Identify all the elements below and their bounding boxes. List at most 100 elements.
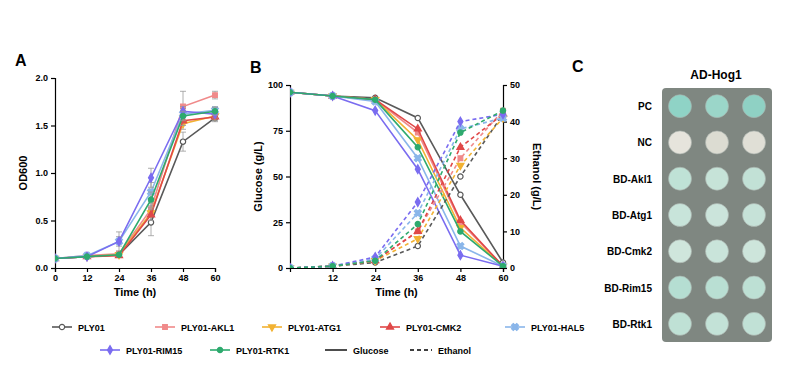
error-bar-cap bbox=[148, 207, 154, 208]
point bbox=[501, 108, 506, 113]
x-axis: 01224364860 bbox=[53, 268, 221, 283]
error-bar-cap bbox=[212, 98, 218, 99]
series bbox=[55, 107, 218, 263]
series bbox=[55, 112, 219, 262]
series bbox=[290, 108, 505, 268]
tick: 48 bbox=[456, 268, 466, 283]
point bbox=[458, 156, 463, 161]
series bbox=[55, 113, 219, 261]
series bbox=[55, 105, 220, 264]
series-line bbox=[290, 111, 503, 268]
legend-item: PLY01-RTK1 bbox=[210, 346, 289, 356]
tick-mark bbox=[51, 78, 55, 79]
tick-mark bbox=[503, 158, 507, 159]
tick: 24 bbox=[371, 268, 381, 283]
tick-label: 0.0 bbox=[35, 263, 48, 273]
legend-item: Ethanol bbox=[410, 346, 471, 356]
row-label: BD-Atg1 bbox=[612, 210, 652, 221]
legend-label: Glucose bbox=[353, 346, 389, 356]
y-axis-title: Glucose (g/L) bbox=[252, 141, 264, 212]
panel-1: 1224364860025507510001020304050BTime (h)… bbox=[250, 59, 543, 298]
colony-spot bbox=[706, 276, 729, 299]
tick-label: 0 bbox=[510, 263, 515, 273]
tick-mark bbox=[375, 268, 376, 272]
series bbox=[290, 112, 506, 268]
tick-label: 2.0 bbox=[35, 73, 48, 83]
series-line bbox=[290, 92, 503, 266]
error-bar bbox=[116, 253, 122, 257]
error-bar-cap bbox=[148, 235, 154, 236]
point bbox=[500, 108, 505, 113]
point bbox=[415, 165, 420, 174]
tick: 30 bbox=[503, 154, 520, 164]
legend-item: PLY01 bbox=[52, 323, 105, 333]
series bbox=[290, 90, 507, 268]
series-line bbox=[290, 114, 503, 268]
series bbox=[290, 110, 506, 268]
legend-label: PLY01-CMK2 bbox=[406, 323, 461, 333]
tick-mark bbox=[460, 268, 461, 272]
tick: 60 bbox=[498, 268, 508, 283]
point bbox=[180, 113, 185, 118]
series-line bbox=[55, 116, 215, 259]
tick-mark bbox=[151, 268, 152, 272]
tick-label: 0 bbox=[278, 263, 283, 273]
legend-marker bbox=[268, 325, 275, 331]
tick-mark bbox=[286, 268, 290, 269]
point bbox=[458, 229, 463, 234]
point bbox=[213, 93, 218, 98]
series-line bbox=[290, 92, 503, 266]
panel-c: CAD-Hog1PCNCBD-Akl1BD-Atg1BD-Cmk2BD-Rim1… bbox=[572, 58, 772, 342]
error-bar-cap bbox=[180, 91, 186, 92]
error-bar-cap bbox=[180, 151, 186, 152]
error-bar-cap bbox=[212, 121, 218, 122]
series-line bbox=[55, 110, 215, 258]
point bbox=[415, 115, 420, 120]
point bbox=[500, 262, 505, 268]
error-bar-cap bbox=[180, 125, 186, 126]
error-bar bbox=[212, 107, 218, 115]
error-bar-cap bbox=[116, 231, 122, 232]
colony-spot bbox=[669, 204, 692, 227]
tick: 20 bbox=[503, 190, 520, 200]
colony-spot bbox=[669, 167, 692, 190]
point bbox=[500, 264, 505, 268]
plot-area bbox=[290, 87, 508, 268]
tick-mark bbox=[87, 268, 88, 272]
tick-mark bbox=[503, 85, 507, 86]
tick: 2.0 bbox=[35, 73, 55, 83]
panel-label: A bbox=[15, 52, 27, 69]
colony-spot bbox=[706, 131, 729, 154]
error-bar bbox=[180, 132, 186, 151]
row-label: BD-Rim15 bbox=[604, 283, 652, 294]
y-axis: 0255075100 bbox=[268, 80, 291, 273]
series-line bbox=[290, 92, 503, 266]
legend-label: PLY01-RIM15 bbox=[126, 346, 182, 356]
tick-mark bbox=[286, 85, 290, 86]
series-line bbox=[290, 111, 503, 268]
tick: 100 bbox=[268, 80, 290, 90]
point bbox=[116, 237, 121, 246]
series bbox=[290, 90, 505, 268]
error-bar bbox=[148, 168, 154, 187]
tick: 60 bbox=[210, 268, 220, 283]
legend-item: PLY01-AKL1 bbox=[155, 323, 234, 333]
tick-mark bbox=[51, 125, 55, 126]
error-bar bbox=[148, 209, 154, 236]
colony-spot bbox=[669, 276, 692, 299]
series bbox=[290, 110, 507, 268]
tick-mark bbox=[418, 268, 419, 272]
colony-spot bbox=[706, 167, 729, 190]
tick: 25 bbox=[273, 218, 290, 228]
point bbox=[499, 264, 506, 268]
colony-spot bbox=[669, 312, 692, 335]
legend-label: PLY01-RTK1 bbox=[236, 346, 289, 356]
point bbox=[330, 93, 335, 98]
tick-mark bbox=[503, 231, 507, 232]
point bbox=[414, 237, 421, 243]
legend-label: PLY01-ATG1 bbox=[288, 323, 341, 333]
point bbox=[330, 92, 335, 101]
colony-spot bbox=[706, 240, 729, 263]
legend-item: PLY01-RIM15 bbox=[100, 346, 182, 356]
point bbox=[373, 97, 378, 102]
